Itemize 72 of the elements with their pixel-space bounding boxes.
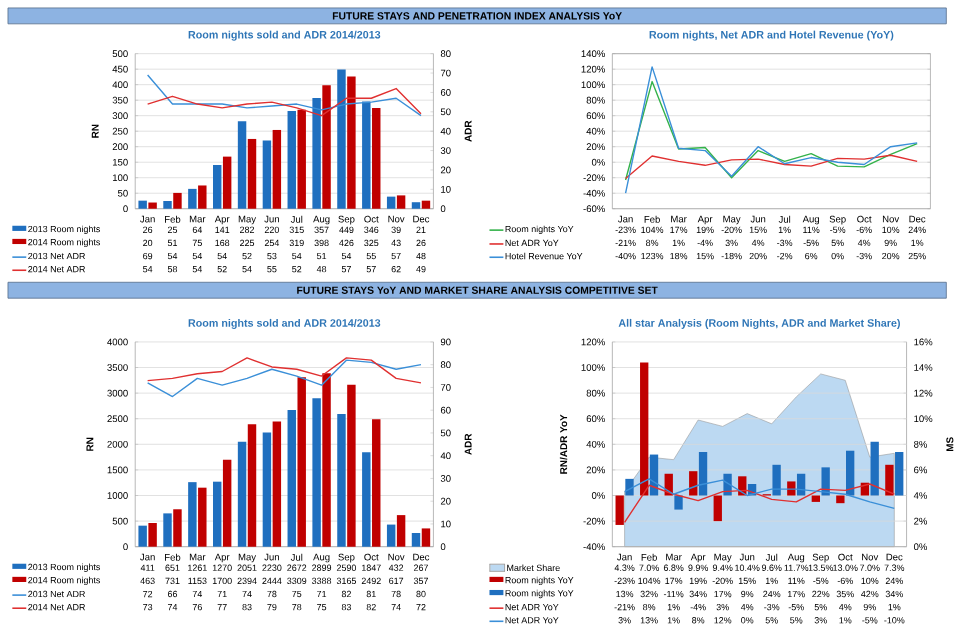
bar — [312, 97, 321, 209]
bar — [198, 185, 207, 209]
bar — [222, 156, 232, 209]
bar — [297, 377, 306, 547]
bar — [811, 495, 821, 502]
bar — [262, 432, 272, 547]
bar — [396, 515, 406, 547]
bar — [411, 532, 421, 547]
line-series — [624, 80, 918, 181]
bar — [362, 452, 371, 547]
line-series — [624, 66, 918, 194]
line-series — [623, 478, 895, 509]
bar — [347, 76, 356, 209]
bar — [212, 164, 222, 209]
bar — [138, 525, 147, 547]
bar — [689, 471, 698, 496]
bar — [796, 473, 806, 496]
bar — [297, 109, 306, 209]
bar — [347, 384, 356, 547]
line-series — [146, 357, 422, 384]
bar — [188, 188, 197, 209]
bar — [262, 140, 272, 209]
bar — [674, 495, 683, 510]
bar — [625, 478, 634, 496]
line-series — [623, 483, 895, 524]
bar — [713, 495, 722, 522]
bar — [148, 202, 157, 209]
bar — [396, 195, 406, 209]
bar — [287, 110, 296, 209]
bar — [698, 451, 708, 496]
bar — [188, 482, 197, 547]
bar — [836, 495, 845, 504]
bar — [163, 200, 172, 209]
bar — [272, 129, 282, 209]
bar — [148, 522, 157, 547]
bar — [272, 421, 282, 547]
bar — [372, 107, 381, 209]
bar — [198, 487, 207, 547]
bar — [421, 200, 431, 209]
bar — [222, 459, 232, 547]
bar — [212, 481, 222, 547]
bar — [237, 121, 247, 209]
bar — [247, 138, 257, 209]
bar — [640, 362, 649, 496]
bar — [615, 495, 624, 525]
bar — [885, 464, 894, 496]
line-series — [146, 87, 422, 117]
bar — [372, 419, 381, 547]
bar — [870, 441, 879, 496]
bar — [821, 467, 830, 496]
bar — [846, 450, 855, 496]
bar — [386, 524, 396, 547]
bar — [322, 85, 331, 209]
bar — [895, 451, 904, 496]
bar — [173, 509, 182, 547]
bar — [237, 441, 247, 547]
bar — [138, 200, 147, 209]
bar — [287, 409, 296, 547]
bar — [337, 69, 346, 209]
line-series — [624, 154, 918, 180]
bar — [312, 398, 321, 547]
line-series — [146, 359, 422, 398]
bar — [173, 192, 182, 209]
bar — [362, 101, 371, 209]
bar — [322, 373, 331, 547]
bar — [772, 464, 781, 496]
bar — [247, 424, 257, 547]
bar — [411, 202, 421, 209]
bar — [421, 528, 431, 547]
bar — [337, 414, 346, 547]
bar — [386, 196, 396, 209]
bar — [163, 513, 172, 547]
